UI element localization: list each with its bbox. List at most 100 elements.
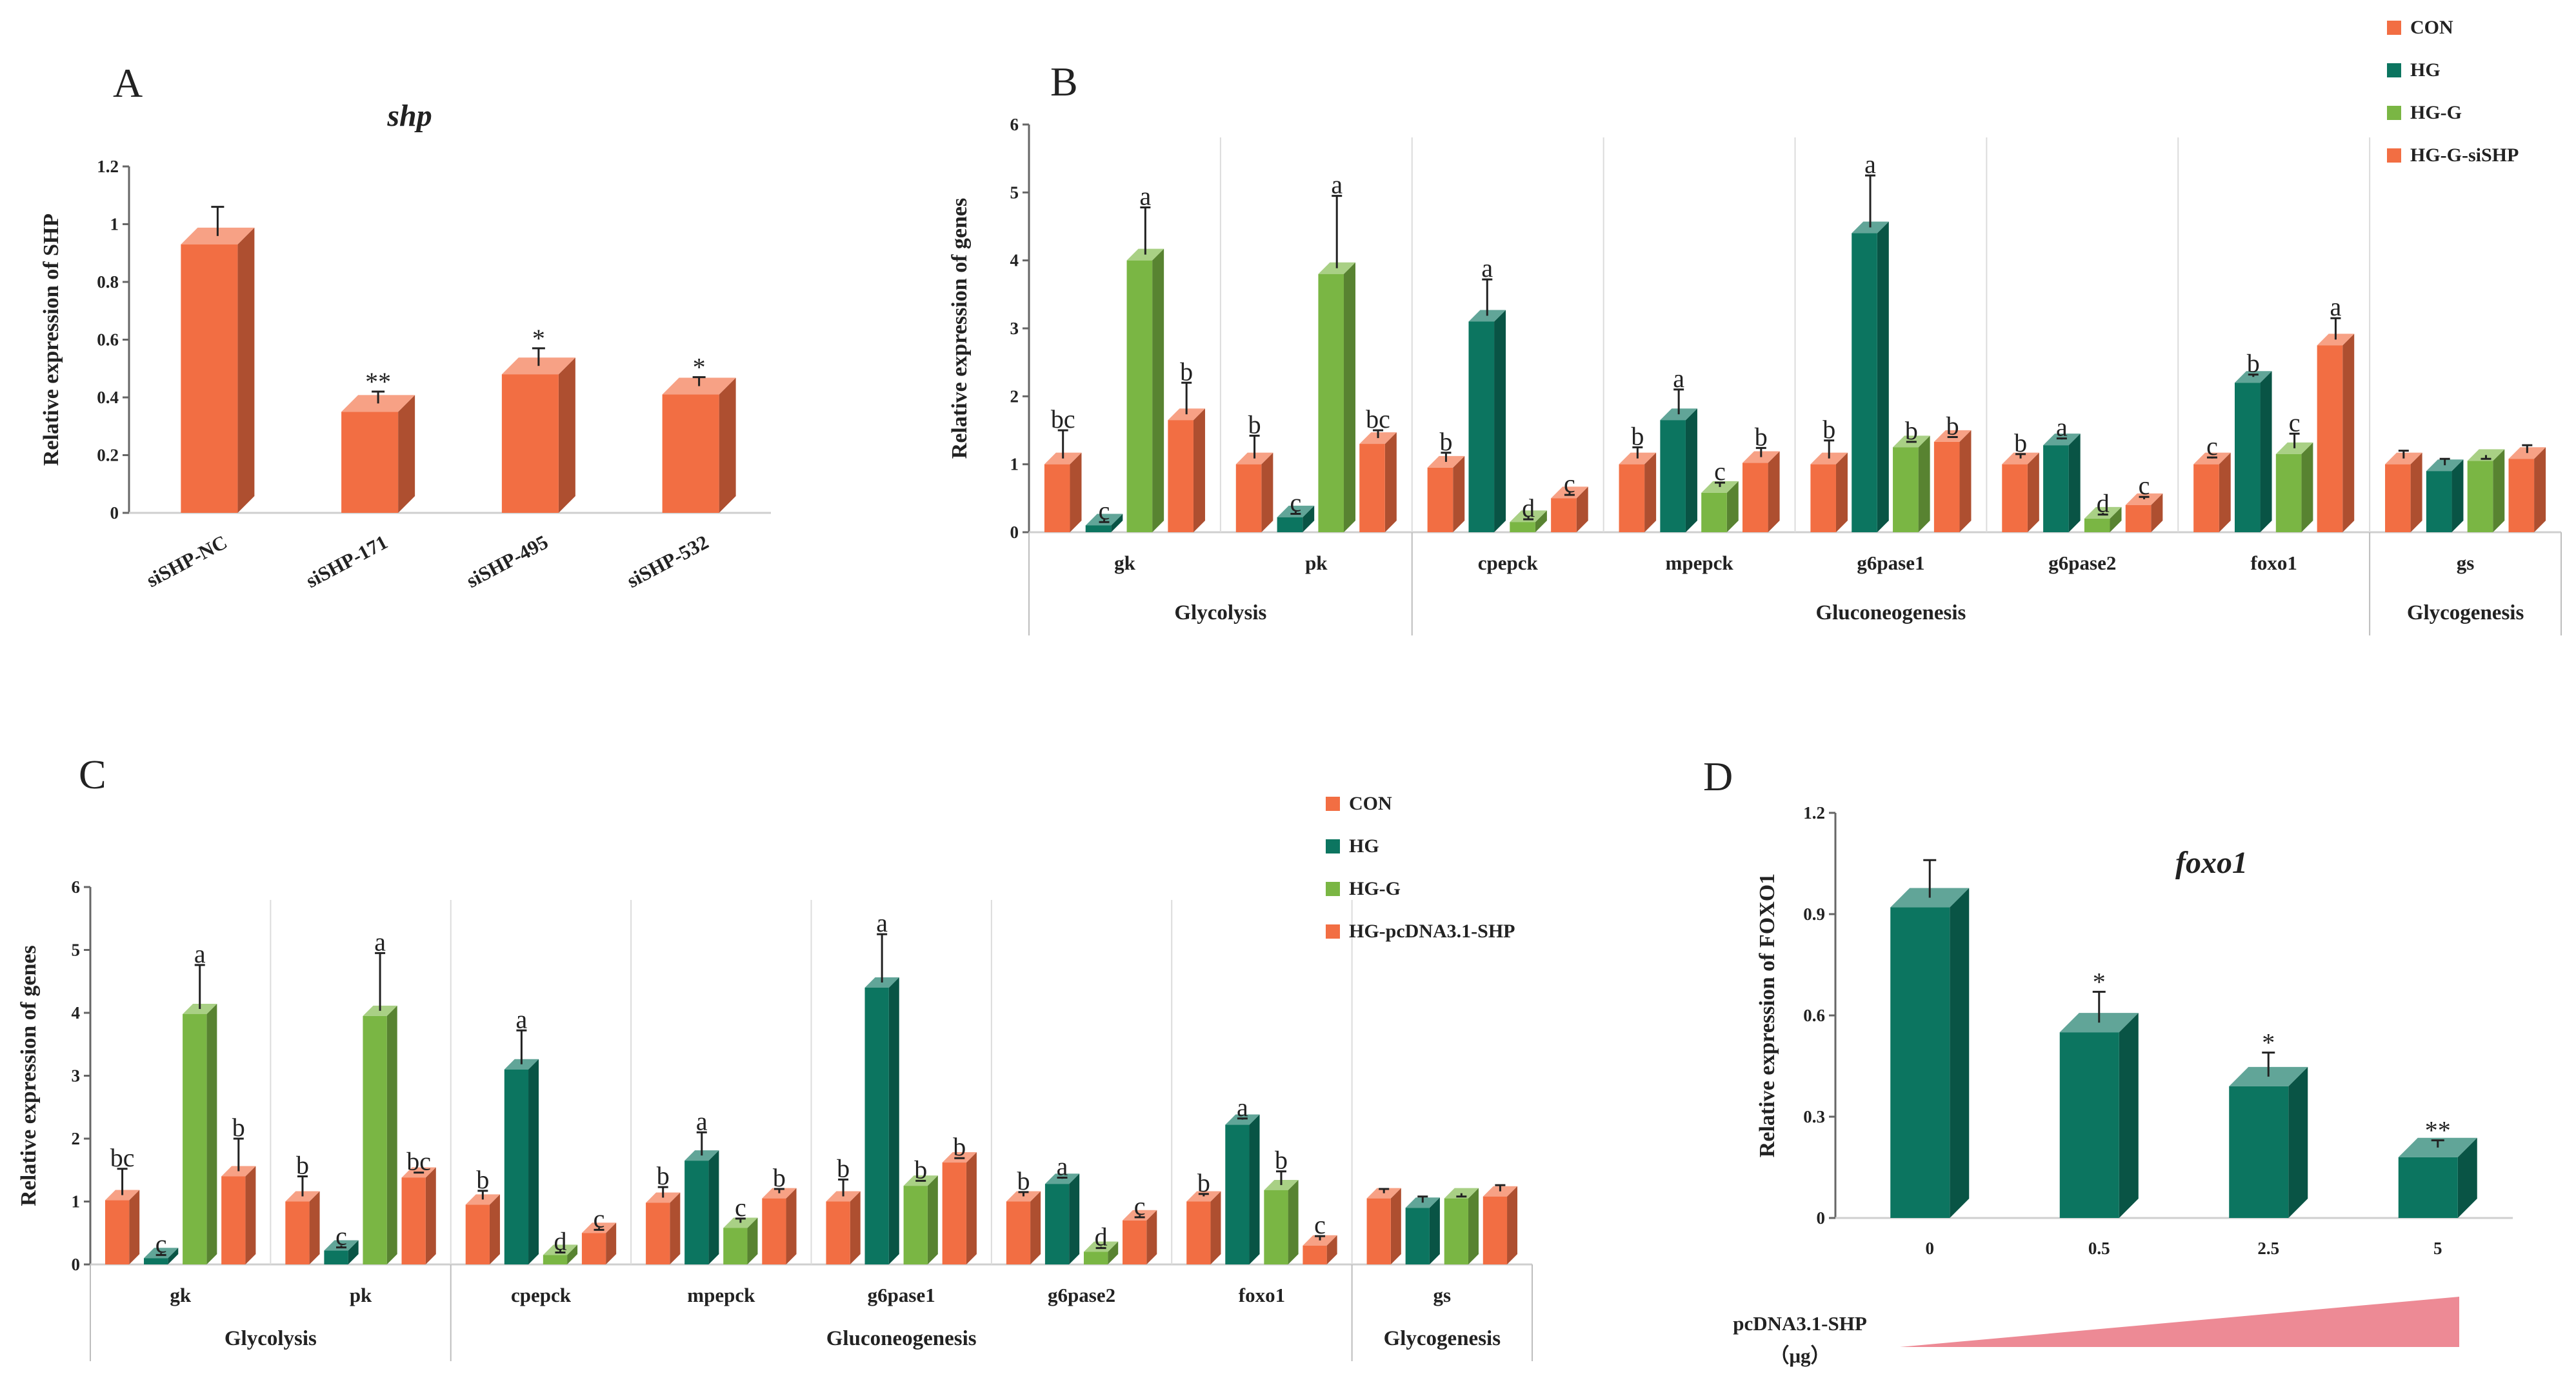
bar-hg-g-side	[1918, 435, 1930, 532]
bar-hg	[1468, 310, 1506, 532]
bar-hg-front	[1405, 1208, 1430, 1264]
x-tick-label: 0.5	[2088, 1239, 2110, 1258]
bar-hg-side	[2451, 459, 2464, 532]
x-tick-label: gk	[170, 1284, 192, 1306]
bar-hg-g-side	[206, 1003, 217, 1264]
significance-label: a	[2330, 292, 2342, 321]
bar-hg-g-side	[1152, 248, 1164, 532]
bar-hg-g	[903, 1175, 938, 1264]
bar-con-front	[1810, 464, 1836, 532]
bar-hg-g-sishp-front	[1742, 463, 1768, 532]
bar-hg	[1852, 221, 1889, 532]
significance-label: b	[1946, 412, 1959, 441]
x-tick-label: gs	[1433, 1284, 1452, 1306]
y-tick-label: 6	[72, 877, 81, 897]
legend-swatch	[1326, 924, 1340, 939]
bar-hg-g-front	[1444, 1198, 1468, 1264]
bar-hg-pcdna3-1-shp-front	[401, 1177, 426, 1264]
bar-hg-g-side	[567, 1244, 578, 1264]
bar	[181, 227, 255, 513]
bar-hg-pcdna3-1-shp-side	[606, 1222, 617, 1264]
bar-hg-pcdna3-1-shp-front	[581, 1233, 606, 1264]
y-tick-label: 4	[72, 1003, 81, 1023]
bar-hg-g-sishp	[2508, 447, 2546, 532]
bar-side	[398, 395, 415, 513]
legend-label: HG-pcDNA3.1-SHP	[1349, 921, 1515, 942]
significance-label: bc	[110, 1143, 135, 1172]
significance-label: b	[1631, 421, 1644, 450]
x-tick-label: 2.5	[2257, 1239, 2279, 1258]
y-tick-label: 6	[1010, 115, 1019, 134]
bar-hg-g-sishp-front	[1168, 420, 1193, 532]
bar	[2059, 1013, 2139, 1218]
bar-hg-front	[1044, 1184, 1070, 1264]
y-tick-label: 0.6	[97, 330, 119, 350]
legend-label: HG-G-siSHP	[2410, 145, 2519, 166]
significance-label: a	[1139, 182, 1151, 211]
bar-front	[662, 394, 719, 513]
bar-hg-side	[528, 1059, 539, 1264]
x-axis-label: pcDNA3.1-SHP	[1733, 1312, 1867, 1335]
bar-hg-g-side	[1108, 1241, 1119, 1264]
dose-gradient-wedge	[1900, 1297, 2459, 1347]
bar-hg-side	[1877, 221, 1889, 532]
significance-label: b	[1755, 422, 1768, 451]
bar-hg-g-side	[1344, 262, 1356, 532]
legend-swatch	[2387, 63, 2401, 77]
significance-label: b	[1822, 415, 1835, 444]
y-tick-label: 0	[72, 1255, 81, 1274]
y-tick-label: 0	[1010, 523, 1019, 542]
bar-hg-g-sishp	[1933, 430, 1972, 532]
bar-hg-g-sishp-side	[2534, 447, 2546, 532]
bar-hg	[864, 977, 899, 1264]
chart-title: shp	[386, 99, 432, 133]
bar-hg-g-side	[747, 1217, 758, 1264]
bar-con	[1186, 1191, 1221, 1264]
bar-hg-front	[504, 1069, 529, 1264]
bar-hg-front	[2234, 383, 2261, 532]
bar-hg-g-front	[363, 1015, 387, 1264]
legend-label: CON	[1349, 793, 1392, 814]
bar-hg-g-side	[927, 1175, 938, 1264]
chart-title: foxo1	[2175, 846, 2248, 880]
bar-hg-pcdna3-1-shp	[581, 1222, 617, 1264]
y-tick-label: 1.2	[97, 157, 119, 176]
significance-label: c	[2289, 408, 2301, 437]
significance-label: d	[1522, 494, 1535, 523]
group-label: Gluconeogenesis	[826, 1327, 977, 1350]
panel-letter: C	[79, 752, 106, 797]
bar-hg-g-front	[2467, 461, 2493, 532]
significance-label: c	[1314, 1210, 1326, 1239]
bar-con	[465, 1194, 500, 1264]
legend-swatch	[2387, 106, 2401, 120]
bar-hg-g-sishp-side	[1384, 432, 1397, 532]
x-tick-label: siSHP-NC	[143, 530, 231, 592]
bar-hg-g	[1318, 262, 1356, 532]
y-tick-label: 3	[1010, 319, 1019, 338]
bar-hg-pcdna3-1-shp-side	[245, 1166, 256, 1264]
bar-hg-g-side	[1288, 1179, 1299, 1264]
bar-hg-g-sishp	[1742, 451, 1780, 532]
bar-hg-g-front	[1126, 260, 1153, 532]
bar-hg-pcdna3-1-shp	[221, 1166, 256, 1264]
legend-label: HG-G	[1349, 878, 1401, 899]
bar-hg	[2426, 459, 2464, 532]
significance-label: b	[232, 1113, 245, 1142]
bar	[501, 357, 575, 513]
bar-hg-g-side	[1468, 1188, 1479, 1264]
bar-hg-g	[1701, 481, 1739, 532]
y-tick-label: 2	[72, 1129, 81, 1148]
bar-hg-g-front	[1510, 522, 1535, 532]
bar-con-front	[1006, 1201, 1031, 1264]
significance-label: c	[1290, 488, 1302, 517]
bar-con-front	[1044, 464, 1070, 532]
x-tick-label: mpepck	[1666, 552, 1734, 574]
bar-hg-front	[1660, 420, 1686, 532]
y-axis-label: Relative expression of SHP	[39, 214, 63, 466]
bar-hg-g-sishp	[2317, 334, 2355, 532]
bar-hg-g	[363, 1005, 397, 1264]
bar-side	[2457, 1137, 2477, 1218]
y-tick-label: 0.9	[1803, 904, 1825, 924]
bar-hg-g-sishp	[1551, 486, 1588, 532]
